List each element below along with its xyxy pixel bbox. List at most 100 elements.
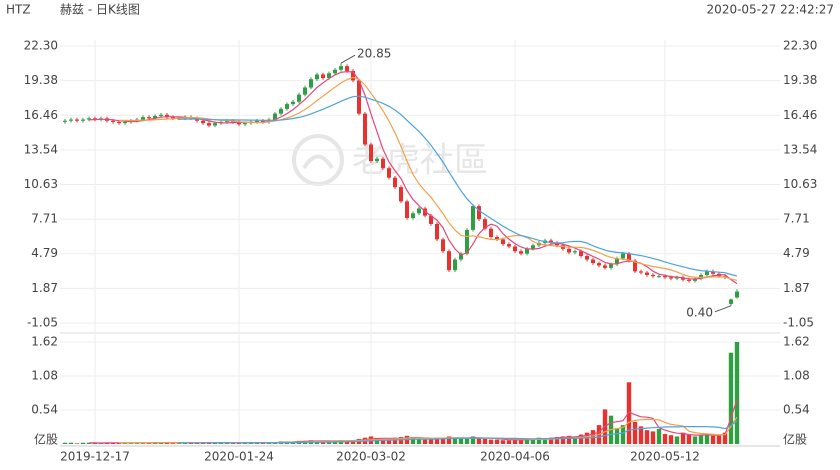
volume-bar (620, 425, 626, 444)
candle-body (567, 248, 571, 253)
volume-bar (506, 440, 512, 444)
volume-bar (716, 434, 722, 444)
volume-bar (722, 432, 728, 444)
candle-body (207, 123, 211, 126)
candle-body (501, 239, 505, 245)
volume-bar (230, 443, 236, 444)
volume-bar (434, 437, 440, 444)
candle-body (213, 123, 217, 126)
candle-body (243, 123, 247, 125)
candle-body (657, 276, 661, 278)
candle-body (321, 74, 325, 79)
candle-body (285, 104, 289, 109)
candle-body (327, 73, 331, 79)
candle-body (651, 274, 655, 277)
volume-bar (614, 428, 620, 444)
candle-body (483, 219, 487, 229)
candle-body (399, 187, 403, 202)
y-tick-label-right: 19.38 (783, 73, 817, 87)
volume-bar (572, 437, 578, 444)
candle-body (687, 279, 691, 281)
volume-bar (578, 434, 584, 444)
volume-bar (698, 435, 704, 444)
candle-body (279, 108, 283, 114)
volume-bar (494, 439, 500, 444)
candle-body (633, 260, 637, 272)
candle-body (675, 277, 679, 279)
volume-bar (548, 437, 554, 444)
volume-bar (164, 442, 170, 444)
volume-bar (218, 442, 224, 444)
volume-bar (512, 439, 518, 444)
y-tick-label-right: -1.05 (783, 316, 814, 330)
candle-body (363, 113, 367, 145)
candle-body (555, 242, 559, 246)
volume-bar (428, 438, 434, 444)
price-moving-average (178, 95, 738, 277)
volume-bar (482, 438, 488, 444)
volume-bar (662, 433, 668, 444)
candle-body (435, 223, 439, 240)
candle-body (111, 120, 115, 122)
candle-body (471, 206, 475, 230)
candle-body (465, 229, 469, 254)
volume-bar (68, 442, 74, 444)
candle-body (351, 70, 355, 81)
y-tick-label: 1.87 (31, 281, 58, 295)
volume-bar (260, 442, 266, 444)
y-tick-label-right: 22.30 (783, 39, 817, 53)
candle-body (291, 101, 295, 105)
candle-body (345, 66, 349, 71)
timestamp: 2020-05-27 22:42:27 (707, 3, 834, 17)
candle-body (375, 158, 379, 162)
volume-bar (542, 438, 548, 444)
candle-body (705, 271, 709, 275)
volume-bar (416, 438, 422, 444)
x-tick-label: 2020-04-06 (480, 450, 550, 464)
candle-body (681, 277, 685, 280)
symbol: HTZ (6, 3, 31, 17)
volume-bar (452, 437, 458, 444)
volume-bar (410, 438, 416, 444)
y-tick-label: 19.38 (24, 73, 58, 87)
y-tick-label: 7.71 (31, 212, 58, 226)
candle-body (495, 236, 499, 240)
candle-body (441, 239, 445, 252)
volume-bar (656, 428, 662, 444)
candle-body (261, 120, 265, 122)
candle-body (615, 258, 619, 265)
volume-bar (74, 443, 80, 444)
volume-bar (668, 435, 674, 444)
volume-bar (530, 438, 536, 444)
candle-body (477, 206, 481, 220)
candle-body (693, 278, 697, 281)
volume-bar (80, 442, 86, 444)
candle-body (549, 240, 553, 243)
volume-bar (560, 436, 566, 444)
volume-bar (536, 437, 542, 444)
candle-body (621, 253, 625, 259)
y2-tick-label-right: 1.08 (783, 369, 810, 383)
watermark-logo (292, 134, 344, 186)
candle-body (93, 118, 97, 120)
y2-tick-label-right: 1.62 (783, 335, 810, 349)
volume-bar (476, 437, 482, 444)
candle-body (273, 113, 277, 120)
candle-body (597, 263, 601, 266)
y2-tick-label: 1.08 (31, 369, 58, 383)
volume-bar (704, 433, 710, 444)
candle-body (489, 228, 493, 237)
candle-body (711, 271, 715, 274)
volume-bar (518, 440, 524, 444)
volume-bar (554, 437, 560, 444)
volume-bar (710, 435, 716, 444)
candle-body (585, 255, 589, 260)
candle-body (453, 259, 457, 271)
candle-body (525, 248, 529, 254)
volume-bar (566, 435, 572, 444)
candle-body (663, 276, 667, 278)
volume-bar (422, 439, 428, 444)
y-tick-label: 10.63 (24, 177, 58, 191)
candle-body (429, 215, 433, 224)
